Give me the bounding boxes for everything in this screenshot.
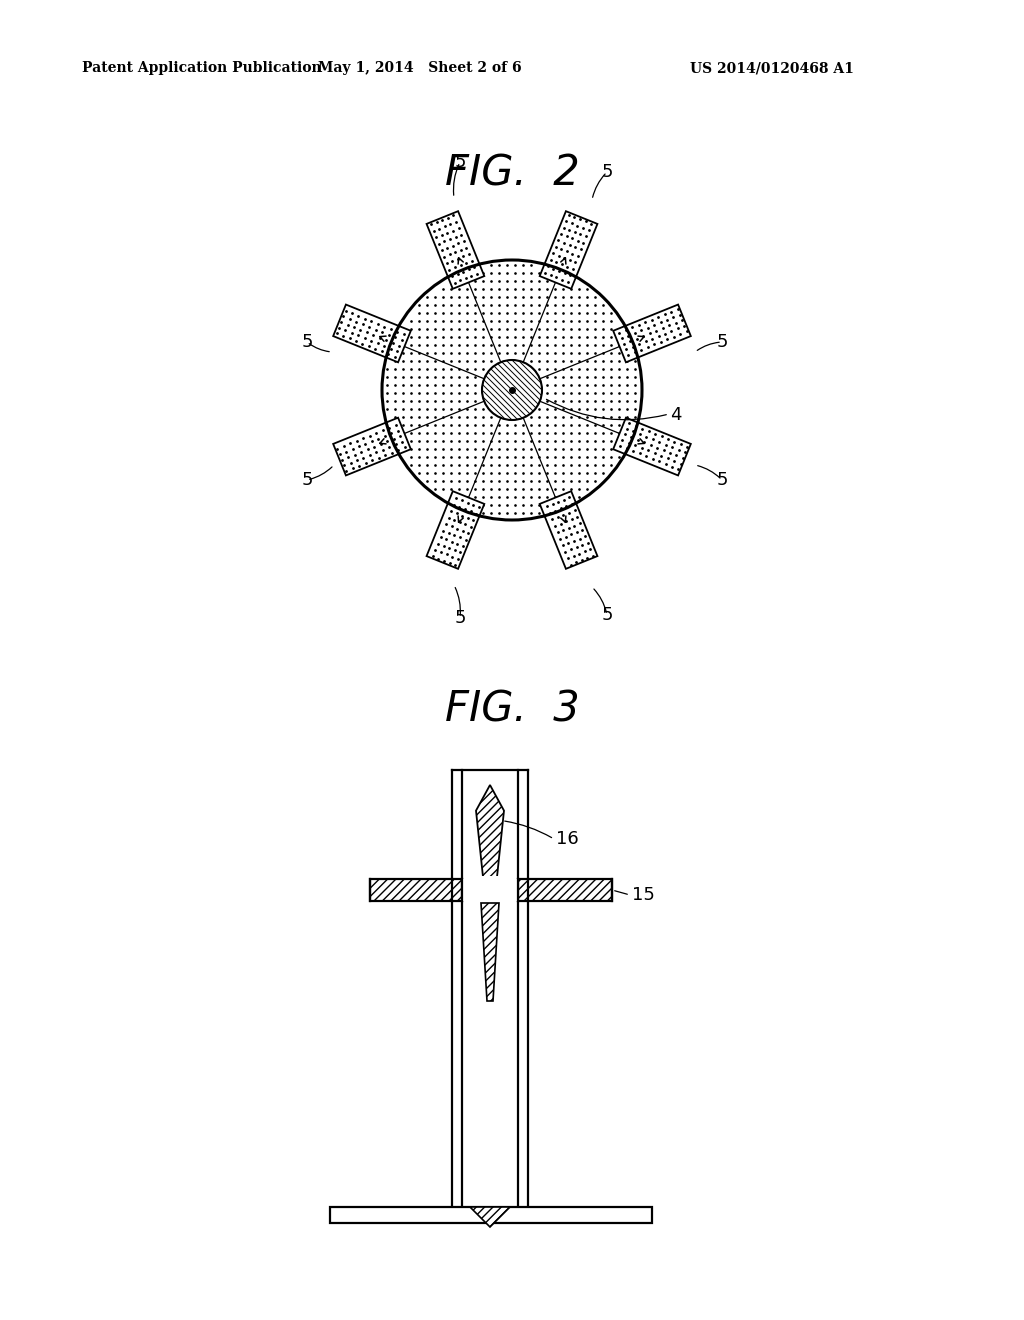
Text: 15: 15	[632, 886, 655, 904]
Polygon shape	[427, 491, 484, 569]
Text: 5: 5	[301, 471, 312, 488]
Text: FIG.  2: FIG. 2	[444, 152, 580, 194]
Text: 5: 5	[455, 153, 466, 172]
Text: 5: 5	[601, 606, 612, 624]
Text: 5: 5	[716, 471, 728, 488]
Bar	[480, 900, 500, 906]
Polygon shape	[613, 417, 691, 475]
Text: 5: 5	[601, 162, 612, 181]
Bar	[330, 1206, 652, 1224]
Polygon shape	[540, 491, 597, 569]
Bar	[462, 879, 518, 902]
Polygon shape	[427, 211, 484, 289]
Text: 4: 4	[670, 407, 682, 424]
Text: Patent Application Publication: Patent Application Publication	[82, 61, 322, 75]
Polygon shape	[333, 417, 411, 475]
Bar	[482, 876, 498, 880]
Polygon shape	[476, 785, 504, 876]
Polygon shape	[613, 305, 691, 362]
Circle shape	[482, 360, 542, 420]
Text: May 1, 2014   Sheet 2 of 6: May 1, 2014 Sheet 2 of 6	[318, 61, 522, 75]
Polygon shape	[333, 305, 411, 362]
Text: FIG.  3: FIG. 3	[444, 689, 580, 731]
Polygon shape	[540, 211, 597, 289]
Text: 5: 5	[716, 333, 728, 351]
Text: 5: 5	[301, 333, 312, 351]
Polygon shape	[470, 1206, 510, 1228]
Polygon shape	[481, 903, 499, 1001]
Text: 5: 5	[455, 609, 466, 627]
Text: 16: 16	[556, 830, 579, 847]
Bar	[370, 879, 462, 902]
Bar	[518, 879, 612, 902]
Text: US 2014/0120468 A1: US 2014/0120468 A1	[690, 61, 854, 75]
